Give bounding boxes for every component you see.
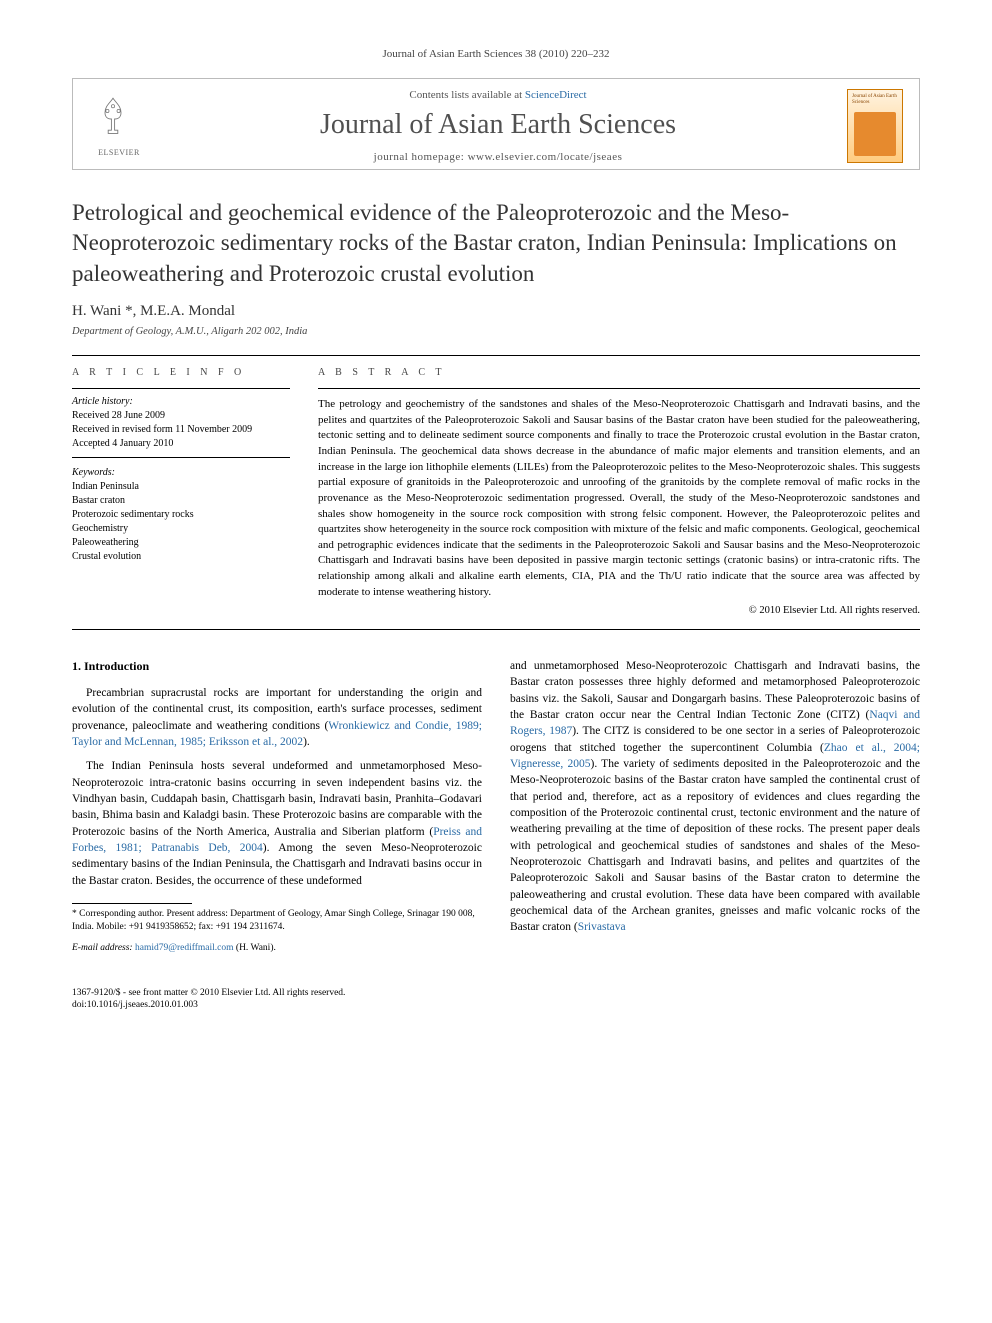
homepage-url: www.elsevier.com/locate/jseaes: [468, 151, 623, 163]
abstract-body: The petrology and geochemistry of the sa…: [318, 397, 920, 600]
corresponding-author-footnote: * Corresponding author. Present address:…: [72, 908, 482, 934]
keywords-label: Keywords:: [72, 466, 290, 480]
sciencedirect-link[interactable]: ScienceDirect: [525, 89, 587, 101]
issn-line: 1367-9120/$ - see front matter © 2010 El…: [72, 987, 345, 1000]
citation[interactable]: Srivastava: [578, 921, 626, 933]
body-paragraph: and unmetamorphosed Meso-Neoproterozoic …: [510, 658, 920, 936]
elsevier-tree-icon: [89, 95, 137, 143]
body-column-left: 1. Introduction Precambrian supracrustal…: [72, 658, 482, 962]
keyword: Paleoweathering: [72, 536, 290, 550]
keyword: Indian Peninsula: [72, 480, 290, 494]
accepted-date: Accepted 4 January 2010: [72, 437, 290, 451]
footnote-rule: [72, 903, 192, 904]
doi-line: doi:10.1016/j.jseaes.2010.01.003: [72, 999, 345, 1012]
affiliation: Department of Geology, A.M.U., Aligarh 2…: [72, 326, 920, 337]
cover-map-graphic: [854, 112, 896, 156]
paragraph-text: ).: [303, 736, 310, 748]
paragraph-text: The Indian Peninsula hosts several undef…: [72, 760, 482, 837]
email-label: E-mail address:: [72, 943, 133, 953]
received-date: Received 28 June 2009: [72, 409, 290, 423]
journal-header: ELSEVIER Contents lists available at Sci…: [72, 78, 920, 170]
divider: [72, 355, 920, 356]
paragraph-text: ). The variety of sediments deposited in…: [510, 758, 920, 933]
authors: H. Wani *, M.E.A. Mondal: [72, 303, 920, 320]
section-heading: 1. Introduction: [72, 658, 482, 675]
article-title: Petrological and geochemical evidence of…: [72, 198, 920, 289]
publisher-logo: ELSEVIER: [89, 95, 149, 157]
keyword: Bastar craton: [72, 494, 290, 508]
abstract-heading: A B S T R A C T: [318, 366, 920, 380]
journal-cover-thumbnail: Journal of Asian Earth Sciences: [847, 89, 903, 163]
keyword: Proterozoic sedimentary rocks: [72, 508, 290, 522]
email-footnote: E-mail address: hamid79@rediffmail.com (…: [72, 942, 482, 955]
body-paragraph: Precambrian supracrustal rocks are impor…: [72, 685, 482, 750]
abstract-column: A B S T R A C T The petrology and geoche…: [318, 366, 920, 619]
email-suffix: (H. Wani).: [236, 943, 276, 953]
abstract-copyright: © 2010 Elsevier Ltd. All rights reserved…: [318, 604, 920, 619]
article-info-column: A R T I C L E I N F O Article history: R…: [72, 366, 290, 619]
email-link[interactable]: hamid79@rediffmail.com: [135, 943, 234, 953]
contents-prefix: Contents lists available at: [409, 89, 524, 101]
page-footer: 1367-9120/$ - see front matter © 2010 El…: [72, 987, 920, 1013]
running-head: Journal of Asian Earth Sciences 38 (2010…: [72, 48, 920, 60]
revised-date: Received in revised form 11 November 200…: [72, 423, 290, 437]
homepage-prefix: journal homepage:: [374, 151, 468, 163]
body-column-right: and unmetamorphosed Meso-Neoproterozoic …: [510, 658, 920, 962]
keyword: Geochemistry: [72, 522, 290, 536]
journal-name: Journal of Asian Earth Sciences: [149, 109, 847, 141]
body-paragraph: The Indian Peninsula hosts several undef…: [72, 758, 482, 889]
article-info-heading: A R T I C L E I N F O: [72, 366, 290, 380]
cover-label: Journal of Asian Earth Sciences: [852, 94, 898, 105]
contents-available-line: Contents lists available at ScienceDirec…: [149, 89, 847, 101]
publisher-name: ELSEVIER: [89, 148, 149, 157]
divider: [72, 629, 920, 630]
history-label: Article history:: [72, 395, 290, 409]
keyword: Crustal evolution: [72, 550, 290, 564]
journal-homepage: journal homepage: www.elsevier.com/locat…: [149, 151, 847, 163]
paragraph-text: and unmetamorphosed Meso-Neoproterozoic …: [510, 660, 920, 721]
